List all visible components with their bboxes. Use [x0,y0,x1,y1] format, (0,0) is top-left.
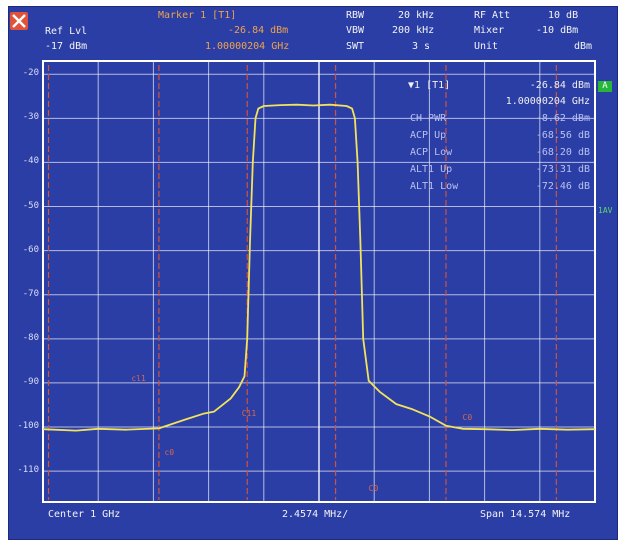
rf-att-value: 10 dB [548,10,579,21]
y-tick-label: -60 [22,244,39,255]
y-tick-label: -50 [22,200,39,211]
mixer-label: Mixer [474,25,505,36]
channel-label: c0 [164,448,175,458]
marker-frequency: 1.00000204 GHz [205,41,290,52]
marker-triangle-icon: ▼ [408,80,415,91]
rf-att-label: RF Att [474,10,511,21]
ref-lvl-value: -17 dBm [45,41,88,52]
y-tick-label: -90 [22,376,39,387]
trace-mode-label: 1AV [598,206,613,215]
channel-label: C0 [368,483,379,493]
alt1-low-value: -72.46 dB [535,181,590,192]
alt1-up-value: -73.31 dB [535,164,590,175]
y-tick-label: -80 [22,332,39,343]
channel-label: cl1 [131,373,146,383]
y-tick-label: -40 [22,156,39,167]
analyzer-display [8,6,618,540]
rbw-label: RBW [346,10,365,21]
y-tick-label: -30 [22,112,39,123]
ch-pwr-label: CH PWR [410,113,447,124]
ref-lvl-label: Ref Lvl [45,26,88,37]
unit-value: dBm [574,41,593,52]
y-tick-label: -20 [22,68,39,79]
acp-low-label: ACP Low [410,147,453,158]
marker-readout-title-text: 1 [T1] [414,80,451,91]
span-frequency: Span 14.574 MHz [480,509,571,520]
y-tick-label: -70 [22,288,39,299]
y-tick-label: -100 [17,421,39,432]
unit-label: Unit [474,41,499,52]
frequency-per-division: 2.4574 MHz/ [282,509,349,520]
rohde-schwarz-logo-icon [10,12,28,30]
trace-a-badge[interactable]: A [598,81,612,92]
marker-readout-freq: 1.00000204 GHz [505,96,590,107]
spectrum-trace [42,103,596,432]
ch-pwr-value: -8.62 dBm [535,113,590,124]
channel-label: C0 [462,413,473,423]
acp-low-value: -68.20 dB [535,147,590,158]
swt-label: SWT [346,41,365,52]
vbw-value: 200 kHz [392,25,435,36]
swt-value: 3 s [412,41,431,52]
acp-up-label: ACP Up [410,130,447,141]
center-frequency: Center 1 GHz [48,509,121,520]
channel-label: C11 [241,408,257,418]
vbw-label: VBW [346,25,365,36]
acp-up-value: -68.56 dB [535,130,590,141]
marker-level: -26.84 dBm [228,25,289,36]
rbw-value: 20 kHz [398,10,435,21]
marker-title: Marker 1 [T1] [158,10,237,21]
alt1-low-label: ALT1 Low [410,181,459,192]
alt1-up-label: ALT1 Up [410,164,453,175]
marker-readout-level: -26.84 dBm [529,80,590,91]
marker-readout-title: ▼1 [T1] [408,80,450,92]
y-tick-label: -110 [17,465,39,476]
mixer-value: -10 dBm [536,25,579,36]
